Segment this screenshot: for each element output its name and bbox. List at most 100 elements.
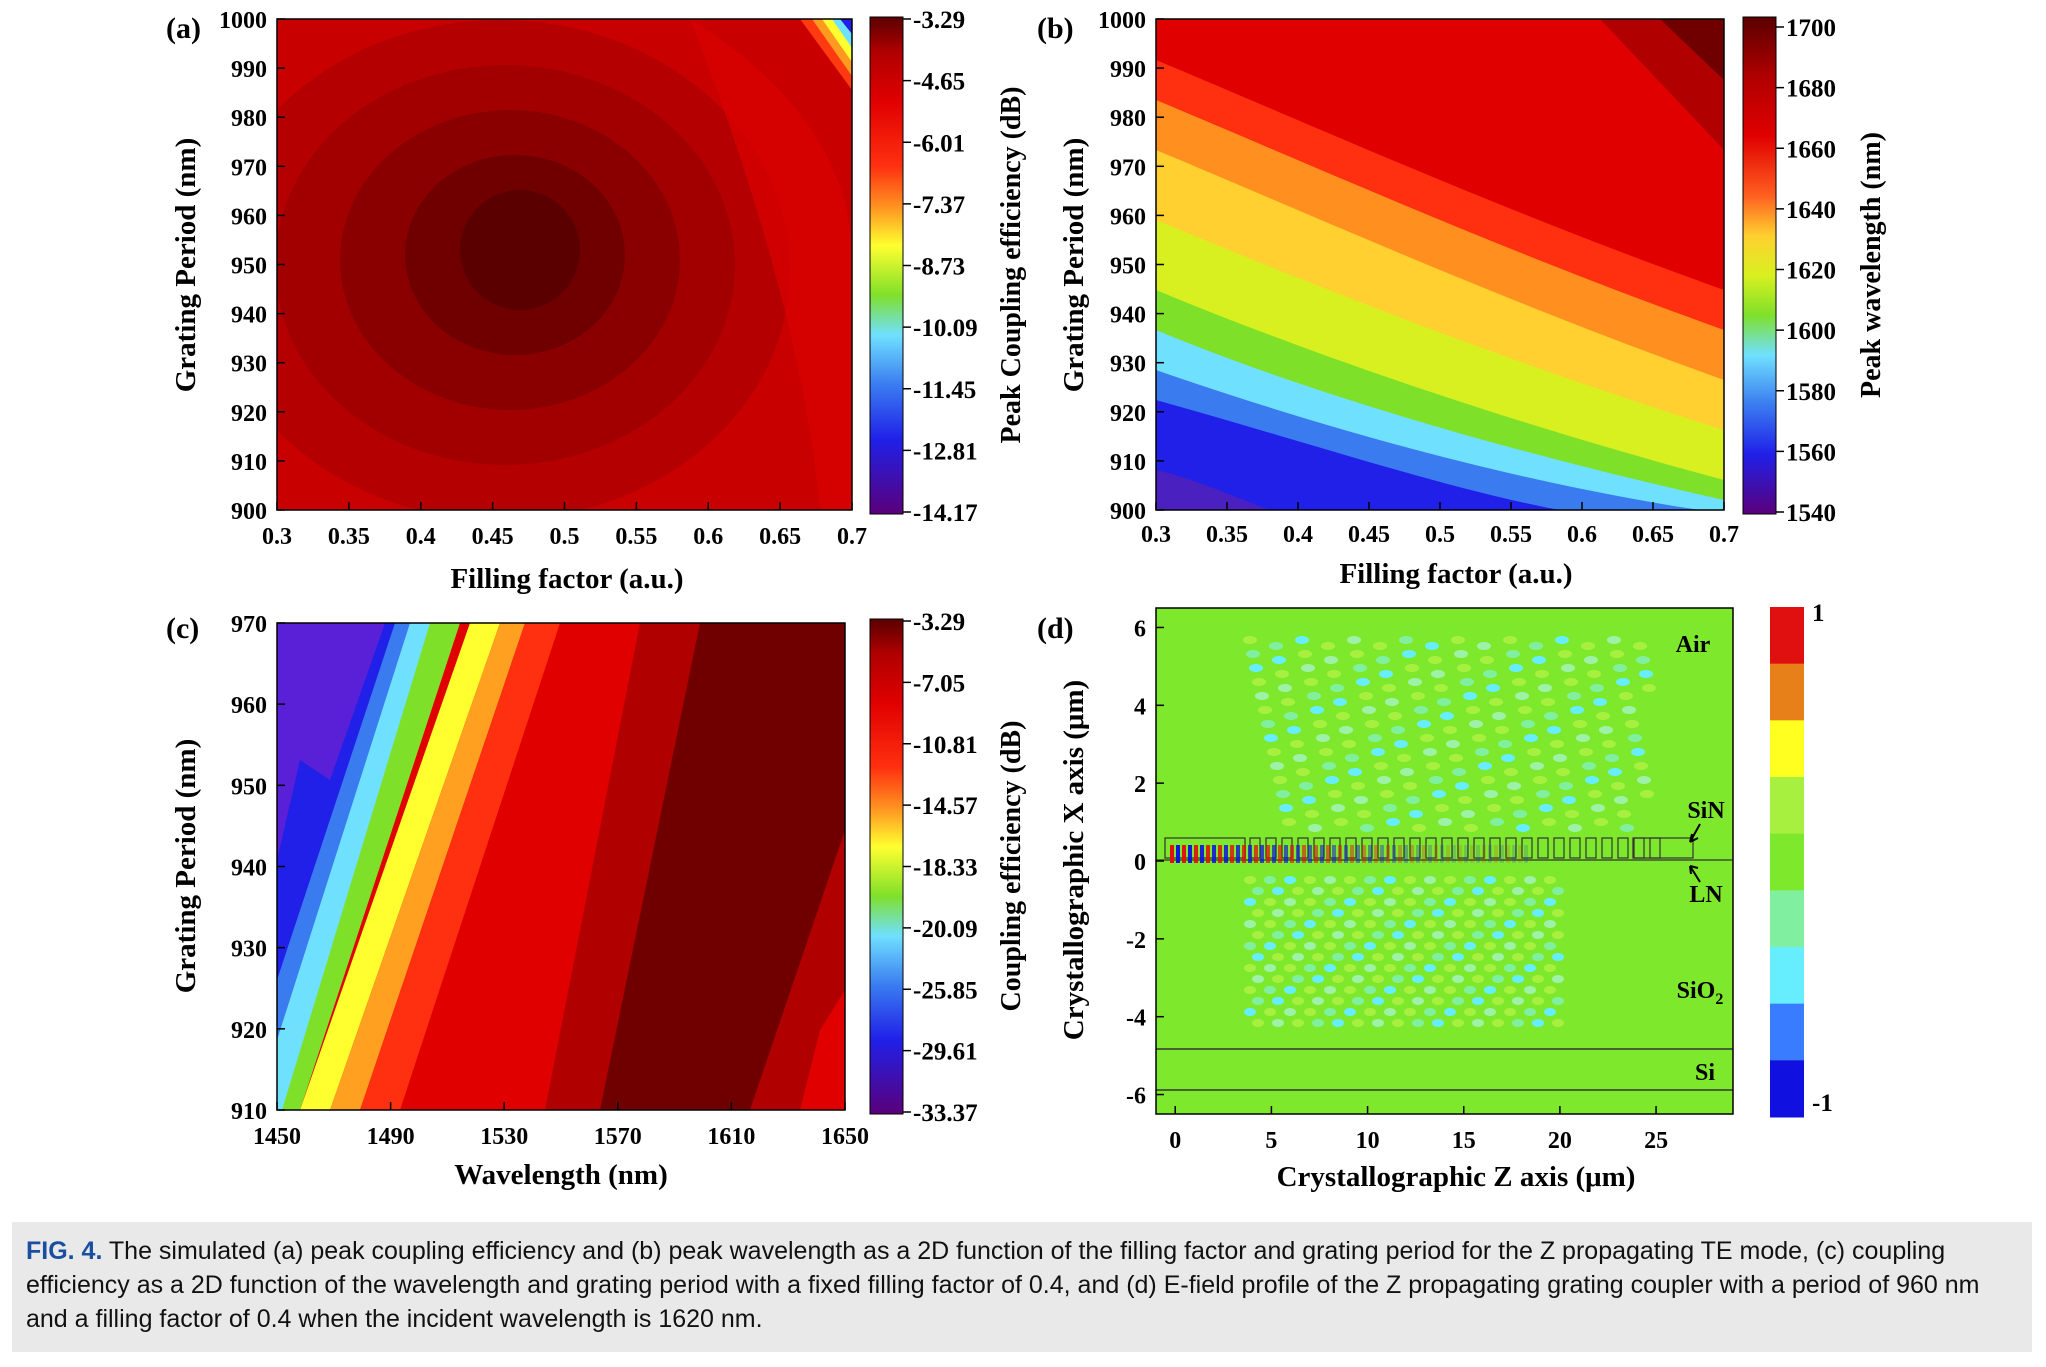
field-ripple: [1292, 887, 1304, 895]
colorbar-tick-label: -14.57: [913, 793, 978, 820]
field-ripple: [1521, 720, 1535, 728]
field-ripple: [1504, 876, 1516, 884]
x-tick-label: 0.7: [837, 524, 867, 550]
field-fringe: [1356, 845, 1360, 863]
colorbar-a: [869, 16, 904, 515]
field-ripple: [1332, 931, 1344, 939]
field-ripple: [1372, 1019, 1384, 1027]
field-ripple: [1524, 898, 1536, 906]
field-ripple: [1270, 762, 1284, 770]
field-ripple: [1455, 782, 1469, 790]
field-ripple: [1444, 876, 1456, 884]
field-fringe: [1398, 845, 1402, 863]
field-ripple: [1610, 650, 1624, 658]
panel-label-b: (b): [1037, 12, 1074, 45]
field-ripple: [1305, 810, 1319, 818]
field-ripple: [1576, 734, 1590, 742]
colorbar-tick-label: -33.37: [913, 1100, 978, 1127]
field-ripple: [1284, 876, 1296, 884]
field-ripple: [1246, 650, 1260, 658]
field-ripple: [1284, 898, 1296, 906]
field-ripple: [1312, 909, 1324, 917]
colorbar-ticks-b: 1700 1680 1660 1640 1620 1600 1580 1560 1540: [1776, 15, 1836, 527]
field-ripple: [1414, 706, 1428, 714]
sin-pointer-arrow: [1689, 823, 1701, 843]
colorbar-tick-label: 1620: [1786, 258, 1836, 285]
field-ripple: [1352, 997, 1364, 1005]
grating-tooth: [1601, 837, 1613, 859]
field-ripple: [1532, 975, 1544, 983]
field-ripple: [1264, 876, 1276, 884]
field-ripple: [1504, 1008, 1516, 1016]
field-ripple: [1472, 975, 1484, 983]
field-ripple: [1406, 796, 1420, 804]
x-tick-label: 0.3: [262, 524, 292, 550]
field-ripple: [1622, 706, 1636, 714]
field-ripple: [1394, 740, 1408, 748]
colorbar-tick-label: -29.61: [913, 1039, 978, 1066]
field-ripple: [1292, 931, 1304, 939]
field-fringe: [1350, 845, 1354, 863]
grating-tooth: [1425, 837, 1437, 859]
field-ripple: [1364, 920, 1376, 928]
field-ripple: [1295, 636, 1309, 644]
field-ripple: [1611, 782, 1625, 790]
field-ripple: [1524, 942, 1536, 950]
field-ripple: [1504, 898, 1516, 906]
x-tick-label: 0.55: [1490, 522, 1532, 548]
field-ripple: [1357, 810, 1371, 818]
field-ripple: [1321, 642, 1335, 650]
field-ripple: [1484, 920, 1496, 928]
field-ripple: [1504, 964, 1516, 972]
field-ripple: [1553, 754, 1567, 762]
y-tick-label: 910: [231, 1099, 267, 1125]
field-ripple: [1392, 887, 1404, 895]
field-fringe: [1488, 845, 1492, 863]
x-tick-label: 0.5: [1425, 522, 1455, 548]
y-tick-label: 960: [1110, 204, 1146, 230]
field-fringe: [1470, 845, 1474, 863]
caption-text: The simulated (a) peak coupling efficien…: [26, 1237, 1980, 1333]
field-ripple: [1261, 720, 1275, 728]
field-ripple: [1432, 975, 1444, 983]
panel-label-a: (a): [166, 12, 201, 45]
field-ripple: [1469, 720, 1483, 728]
y-tick-label: 1000: [1098, 8, 1146, 34]
field-ripple: [1532, 1019, 1544, 1027]
field-ripple: [1634, 762, 1648, 770]
field-ripple: [1399, 636, 1413, 644]
field-ripple: [1504, 920, 1516, 928]
colorbar-tick-label: 1: [1812, 600, 1825, 627]
field-ripple: [1424, 1008, 1436, 1016]
colorbar-level-swatch: [1770, 890, 1804, 948]
field-ripple: [1402, 650, 1416, 658]
field-fringe: [1308, 845, 1312, 863]
field-ripple: [1552, 931, 1564, 939]
field-ripple: [1420, 734, 1434, 742]
field-ripple: [1352, 953, 1364, 961]
field-ripple: [1332, 997, 1344, 1005]
colorbar-tick-label: -14.17: [913, 500, 978, 527]
colorbar-tick-label: 1680: [1786, 76, 1836, 103]
field-ripple: [1344, 920, 1356, 928]
grating-tooth: [1345, 837, 1357, 859]
field-ripple: [1532, 887, 1544, 895]
field-ripple: [1591, 804, 1605, 812]
field-ripple: [1412, 909, 1424, 917]
field-ripple: [1524, 920, 1536, 928]
field-ripple: [1258, 706, 1272, 714]
field-ripple: [1452, 887, 1464, 895]
field-ripple: [1332, 909, 1344, 917]
field-ripple: [1412, 953, 1424, 961]
y-tick-label: 1000: [219, 8, 267, 34]
field-ripple: [1384, 942, 1396, 950]
field-ripple: [1510, 796, 1524, 804]
field-ripple: [1372, 909, 1384, 917]
field-ripple: [1364, 1008, 1376, 1016]
field-ripple: [1432, 931, 1444, 939]
y-axis-label-a: Grating Period (nm): [170, 138, 202, 393]
field-ripple: [1613, 664, 1627, 672]
field-fringe: [1518, 845, 1522, 863]
field-ripple: [1264, 920, 1276, 928]
field-ripple: [1272, 909, 1284, 917]
